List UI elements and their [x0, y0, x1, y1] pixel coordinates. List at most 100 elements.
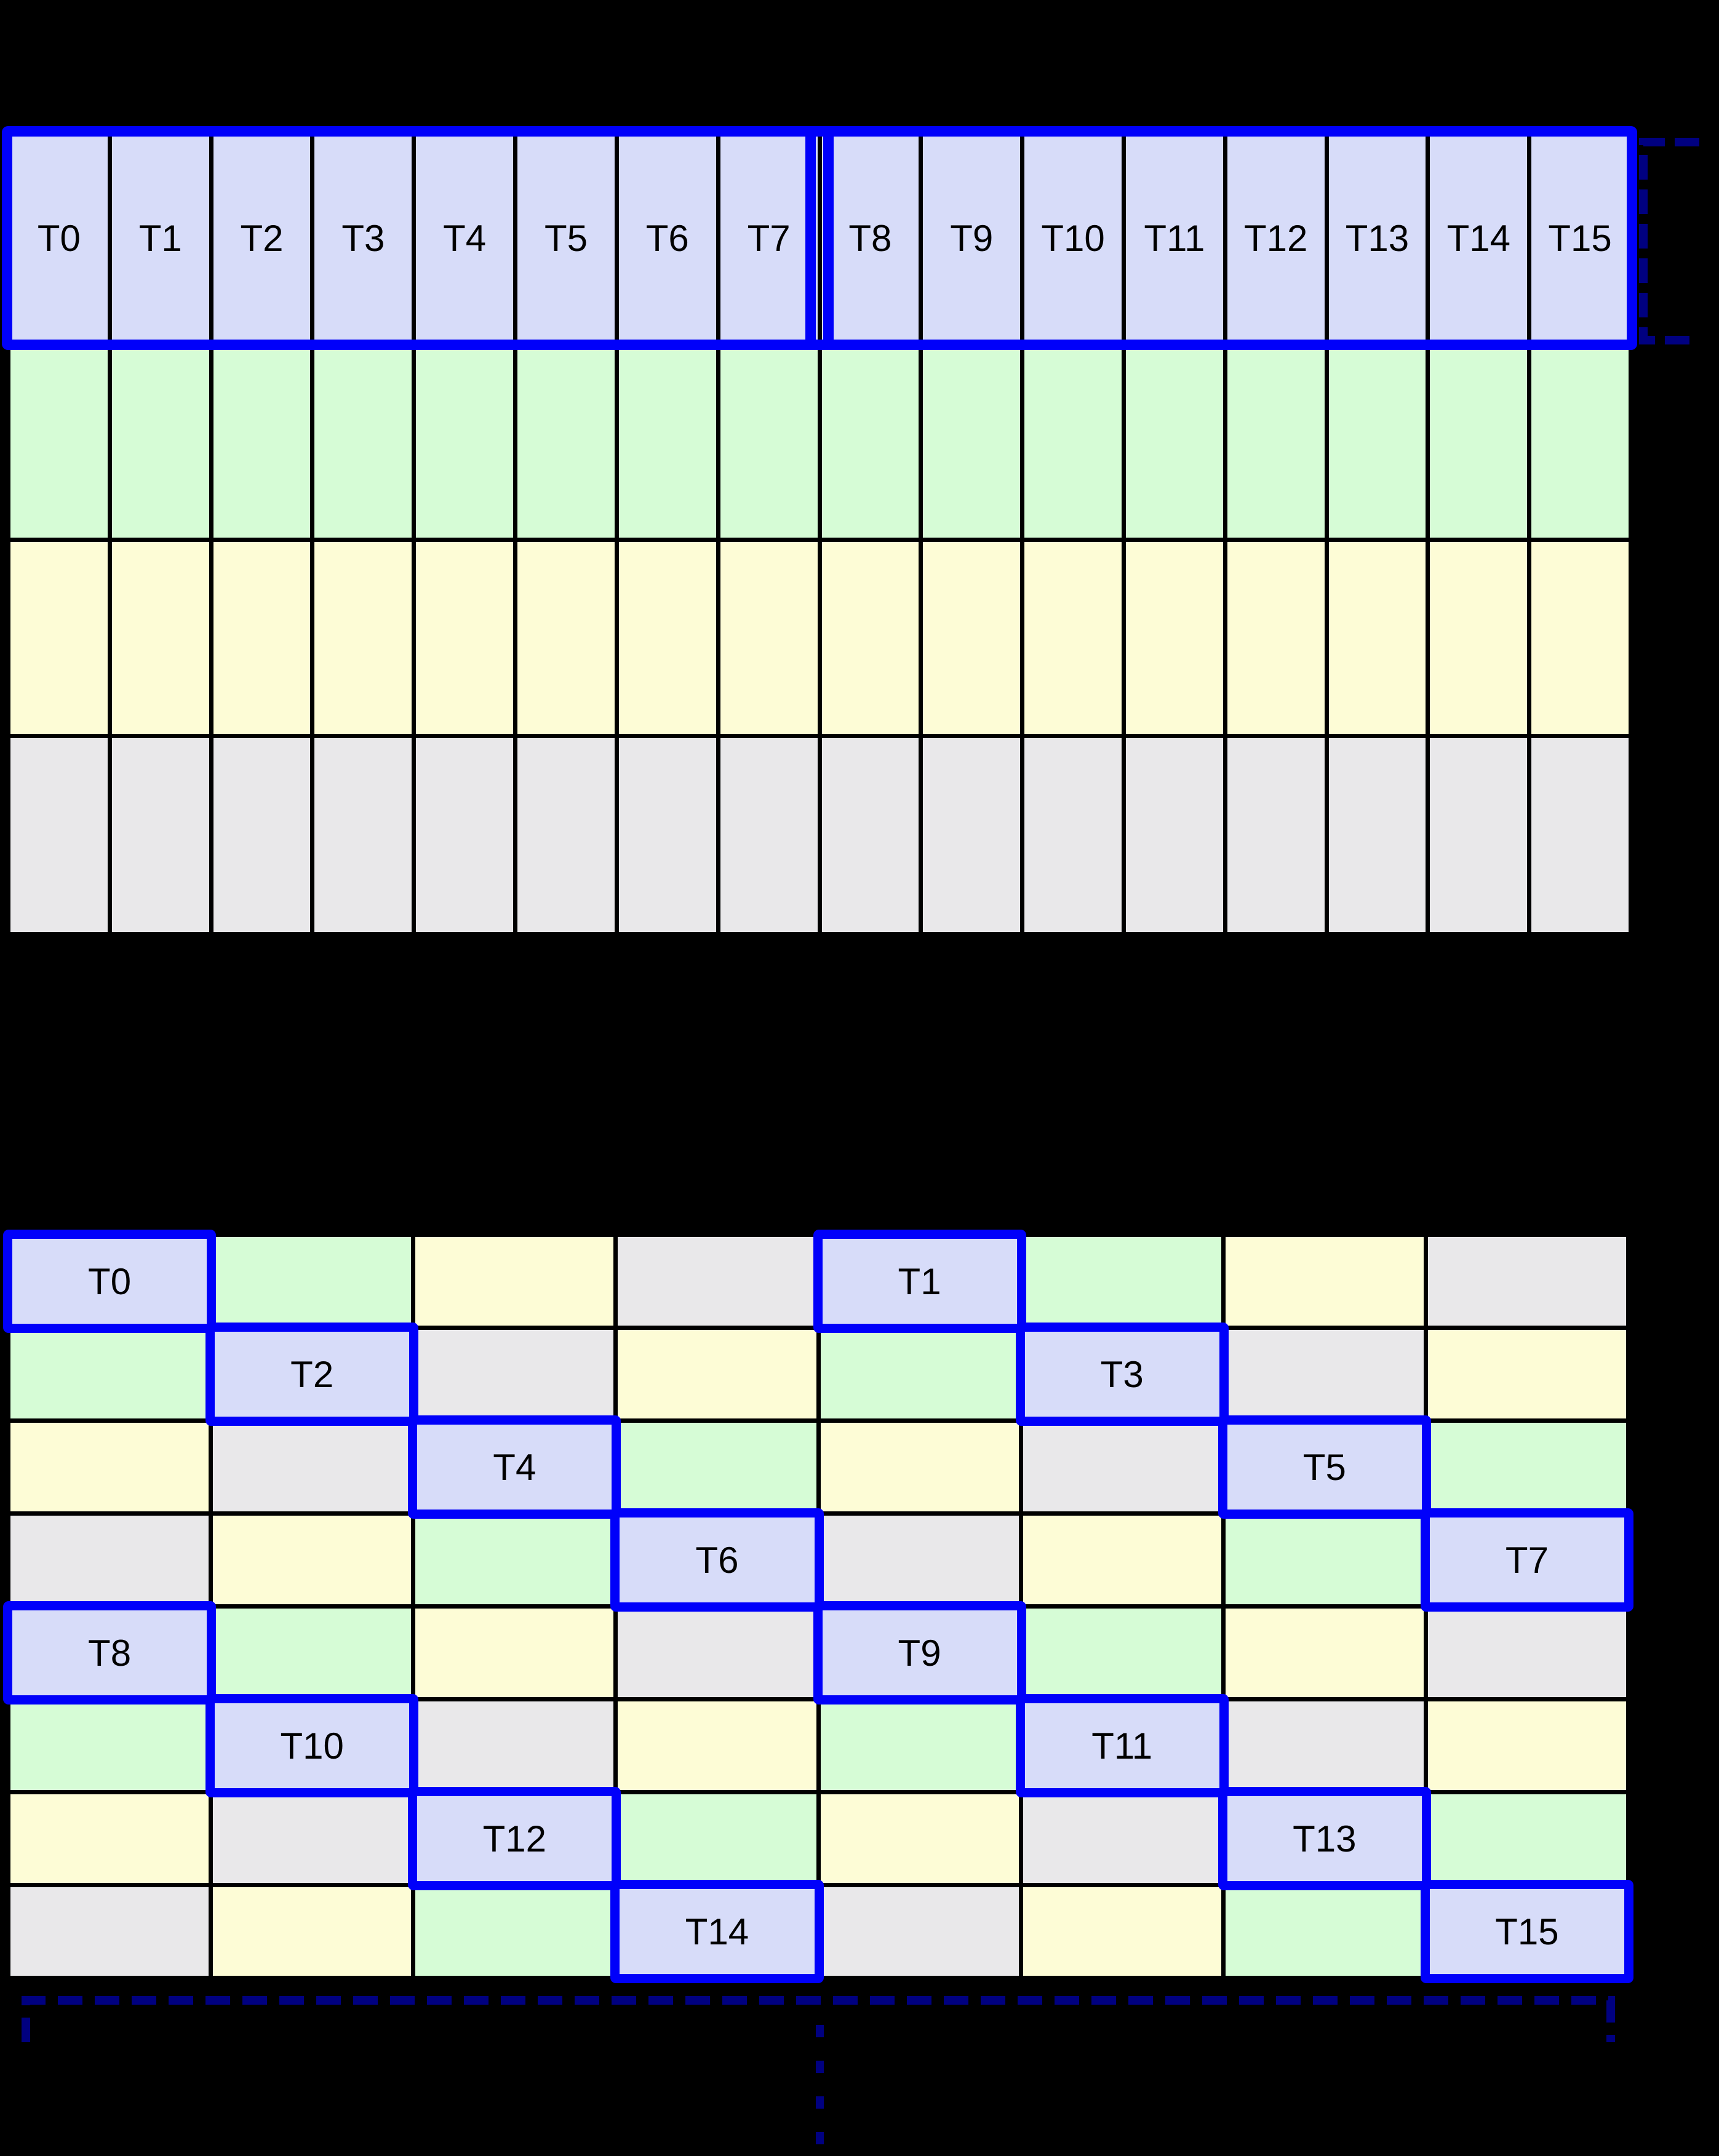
gray-memory-cell [213, 1423, 412, 1511]
yellow-memory-cell [1225, 1237, 1424, 1326]
thread-cell: T15 [1531, 135, 1629, 341]
green-memory-cell [1427, 1794, 1626, 1883]
thread-label: T6 [695, 1539, 739, 1581]
yellow-memory-cell [415, 1609, 614, 1697]
thread-label: T2 [290, 1353, 334, 1395]
thread-label: T9 [950, 217, 994, 259]
yellow-memory-cell [1225, 1609, 1424, 1697]
thread-access-cell: T7 [1420, 1508, 1634, 1612]
thread-access-cell: T13 [1218, 1787, 1432, 1890]
thread-label: T2 [240, 217, 284, 259]
thread-label: T15 [1495, 1911, 1559, 1952]
yellow-memory-cell [1023, 1887, 1221, 1976]
thread-cell: T7 [720, 135, 818, 341]
yellow-memory-cell [1427, 1701, 1626, 1790]
green-memory-cell [415, 1516, 614, 1604]
thread-cell: T4 [416, 135, 514, 341]
gray-memory-cell [415, 1330, 614, 1418]
green-memory-cell [1225, 1887, 1424, 1976]
gray-memory-cell [1430, 738, 1528, 932]
green-memory-cell [213, 1237, 412, 1326]
yellow-memory-cell [10, 1794, 209, 1883]
green-memory-cell [10, 346, 108, 538]
swizzled-access-grid: T0 T1 T2 T3 T4 T5 T6 T7 T8 T9 T10 T11 T12 T13 T14 T15 [2, 1230, 1634, 1983]
thread-label: T1 [898, 1260, 941, 1302]
green-memory-cell [10, 1701, 209, 1790]
thread-label: T14 [1446, 217, 1510, 259]
thread-label: T10 [1041, 217, 1105, 259]
thread-label: T1 [138, 217, 182, 259]
green-memory-cell [10, 1330, 209, 1418]
gray-memory-cell [720, 738, 818, 932]
gray-memory-cell [1227, 738, 1325, 932]
gray-memory-cell [213, 738, 311, 932]
grid-width-underbrace-icon [22, 1996, 1615, 2042]
yellow-memory-cell [517, 542, 615, 734]
gray-memory-cell [1531, 738, 1629, 932]
yellow-memory-cell [314, 542, 412, 734]
yellow-memory-cell [111, 542, 209, 734]
yellow-memory-cell [1427, 1330, 1626, 1418]
gray-memory-cell [1023, 1423, 1221, 1511]
yellow-memory-cell [416, 542, 514, 734]
green-memory-cell [1430, 346, 1528, 538]
thread-cell: T2 [213, 135, 311, 341]
thread-cell: T13 [1328, 135, 1426, 341]
green-memory-cell [1227, 346, 1325, 538]
green-memory-cell [720, 346, 818, 538]
green-memory-cell [1328, 346, 1426, 538]
yellow-memory-cell [618, 1330, 816, 1418]
gray-memory-cell [1225, 1701, 1424, 1790]
gray-memory-cell [1225, 1330, 1424, 1418]
gray-memory-cell [1427, 1237, 1626, 1326]
yellow-memory-cell [820, 1794, 1019, 1883]
green-memory-cell [213, 346, 311, 538]
green-memory-cell [618, 1794, 816, 1883]
thread-label: T14 [685, 1911, 749, 1952]
thread-label: T13 [1293, 1818, 1357, 1860]
thread-cell: T0 [10, 135, 108, 341]
gray-memory-cell [213, 1794, 412, 1883]
green-memory-cell [213, 1609, 412, 1697]
thread-access-cell: T11 [1015, 1694, 1229, 1797]
thread-label: T5 [1302, 1446, 1346, 1488]
thread-label: T7 [747, 217, 791, 259]
green-memory-cell [1531, 346, 1629, 538]
gray-memory-cell [821, 738, 919, 932]
thread-cell: T11 [1125, 135, 1223, 341]
thread-access-cell: T2 [205, 1323, 419, 1426]
thread-label: T4 [443, 217, 487, 259]
thread-label: T5 [544, 217, 588, 259]
thread-label: T12 [482, 1818, 546, 1860]
thread-access-cell: T15 [1420, 1880, 1634, 1983]
yellow-memory-cell [923, 542, 1021, 734]
thread-access-cell: T10 [205, 1694, 419, 1797]
yellow-memory-cell [1023, 1516, 1221, 1604]
green-memory-cell [416, 346, 514, 538]
yellow-memory-cell [1328, 542, 1426, 734]
thread-label: T10 [280, 1725, 344, 1767]
thread-label: T3 [341, 217, 385, 259]
gray-memory-cell [1427, 1609, 1626, 1697]
continuation-ellipsis-icon [816, 2025, 824, 2148]
green-memory-cell [820, 1330, 1019, 1418]
thread-access-cell: T9 [813, 1601, 1026, 1705]
yellow-memory-cell [1227, 542, 1325, 734]
gray-memory-cell [1023, 1794, 1221, 1883]
thread-cell: T3 [314, 135, 412, 341]
gray-memory-cell [1125, 738, 1223, 932]
thread-cell: T9 [923, 135, 1021, 341]
thread-label: T11 [1144, 217, 1205, 259]
gray-memory-cell [111, 738, 209, 932]
thread-cell: T12 [1227, 135, 1325, 341]
yellow-memory-cell [1024, 542, 1122, 734]
yellow-memory-cell [1125, 542, 1223, 734]
green-memory-cell [1023, 1609, 1221, 1697]
green-memory-cell [821, 346, 919, 538]
thread-cell: T6 [618, 135, 716, 341]
thread-access-cell: T1 [813, 1230, 1026, 1333]
green-memory-cell [1427, 1423, 1626, 1511]
thread-access-cell: T3 [1015, 1323, 1229, 1426]
thread-access-cell: T8 [2, 1601, 217, 1705]
